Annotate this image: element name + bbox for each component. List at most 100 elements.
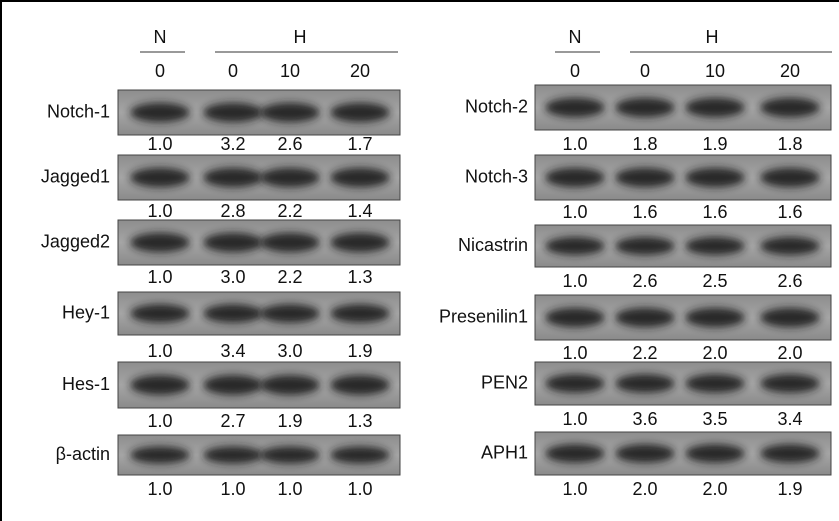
group-label: H xyxy=(294,27,307,47)
band xyxy=(203,374,263,396)
row-label: Notch-1 xyxy=(47,101,110,121)
density-value: 1.0 xyxy=(147,479,172,499)
density-value: 1.9 xyxy=(702,134,727,154)
band xyxy=(685,167,745,188)
density-value: 3.0 xyxy=(277,341,302,361)
band xyxy=(330,374,390,396)
band xyxy=(545,236,605,256)
band xyxy=(545,97,605,118)
density-value: 2.6 xyxy=(632,271,657,291)
band xyxy=(615,374,675,393)
density-value: 2.0 xyxy=(702,479,727,499)
row-label: Notch-3 xyxy=(465,166,528,186)
density-value: 1.3 xyxy=(347,411,372,431)
density-value: 1.0 xyxy=(147,134,172,154)
density-value: 1.6 xyxy=(702,202,727,222)
group-label: N xyxy=(154,27,167,47)
density-value: 1.6 xyxy=(632,202,657,222)
density-value: 1.0 xyxy=(562,271,587,291)
lane-label: 0 xyxy=(228,61,238,81)
band xyxy=(615,444,675,463)
band xyxy=(203,167,263,188)
density-value: 1.4 xyxy=(347,201,372,221)
band xyxy=(615,236,675,256)
band xyxy=(330,304,390,323)
band xyxy=(615,167,675,188)
density-value: 2.0 xyxy=(632,479,657,499)
band xyxy=(130,102,190,123)
row-label: β-actin xyxy=(56,444,110,464)
band xyxy=(130,304,190,323)
row-label: Hey-1 xyxy=(62,302,110,322)
lane-label: 0 xyxy=(640,61,650,81)
band xyxy=(330,167,390,188)
band xyxy=(260,374,320,396)
band xyxy=(260,167,320,188)
group-label: N xyxy=(569,27,582,47)
band xyxy=(685,444,745,463)
band xyxy=(203,304,263,323)
density-value: 1.8 xyxy=(632,134,657,154)
density-value: 1.0 xyxy=(562,202,587,222)
density-value: 2.8 xyxy=(220,201,245,221)
band xyxy=(760,97,820,118)
band xyxy=(203,102,263,123)
band xyxy=(615,97,675,118)
density-value: 1.9 xyxy=(277,411,302,431)
density-value: 1.7 xyxy=(347,134,372,154)
row-label: Jagged2 xyxy=(41,231,110,251)
density-value: 1.0 xyxy=(562,409,587,429)
density-value: 1.0 xyxy=(147,411,172,431)
band xyxy=(130,446,190,464)
density-value: 2.2 xyxy=(632,343,657,363)
density-value: 3.2 xyxy=(220,134,245,154)
lane-label: 20 xyxy=(350,61,370,81)
density-value: 1.0 xyxy=(347,479,372,499)
lane-label: 10 xyxy=(705,61,725,81)
band xyxy=(760,444,820,463)
band xyxy=(260,304,320,323)
band xyxy=(260,446,320,464)
row-label: Jagged1 xyxy=(41,166,110,186)
density-value: 2.6 xyxy=(777,271,802,291)
band xyxy=(545,307,605,328)
density-value: 3.4 xyxy=(777,409,802,429)
band xyxy=(330,102,390,123)
band xyxy=(260,232,320,253)
band xyxy=(130,374,190,396)
lane-label: 0 xyxy=(570,61,580,81)
density-value: 1.0 xyxy=(562,343,587,363)
density-value: 1.0 xyxy=(147,341,172,361)
density-value: 1.0 xyxy=(147,201,172,221)
density-value: 3.0 xyxy=(220,267,245,287)
density-value: 2.6 xyxy=(277,134,302,154)
band xyxy=(685,97,745,118)
band xyxy=(685,307,745,328)
density-value: 3.4 xyxy=(220,341,245,361)
density-value: 1.3 xyxy=(347,267,372,287)
band xyxy=(545,167,605,188)
row-label: Presenilin1 xyxy=(439,306,528,326)
density-value: 1.9 xyxy=(347,341,372,361)
band xyxy=(203,232,263,253)
band xyxy=(760,236,820,256)
density-value: 1.0 xyxy=(277,479,302,499)
density-value: 1.0 xyxy=(220,479,245,499)
band xyxy=(130,167,190,188)
density-value: 2.2 xyxy=(277,201,302,221)
row-label: APH1 xyxy=(481,442,528,462)
band xyxy=(545,444,605,463)
density-value: 2.0 xyxy=(702,343,727,363)
density-value: 3.6 xyxy=(632,409,657,429)
band xyxy=(545,374,605,393)
lane-label: 0 xyxy=(155,61,165,81)
band xyxy=(760,374,820,393)
row-label: Notch-2 xyxy=(465,96,528,116)
density-value: 1.6 xyxy=(777,202,802,222)
row-label: Hes-1 xyxy=(62,374,110,394)
density-value: 1.0 xyxy=(562,134,587,154)
band xyxy=(203,446,263,464)
density-value: 2.5 xyxy=(702,271,727,291)
band xyxy=(760,307,820,328)
